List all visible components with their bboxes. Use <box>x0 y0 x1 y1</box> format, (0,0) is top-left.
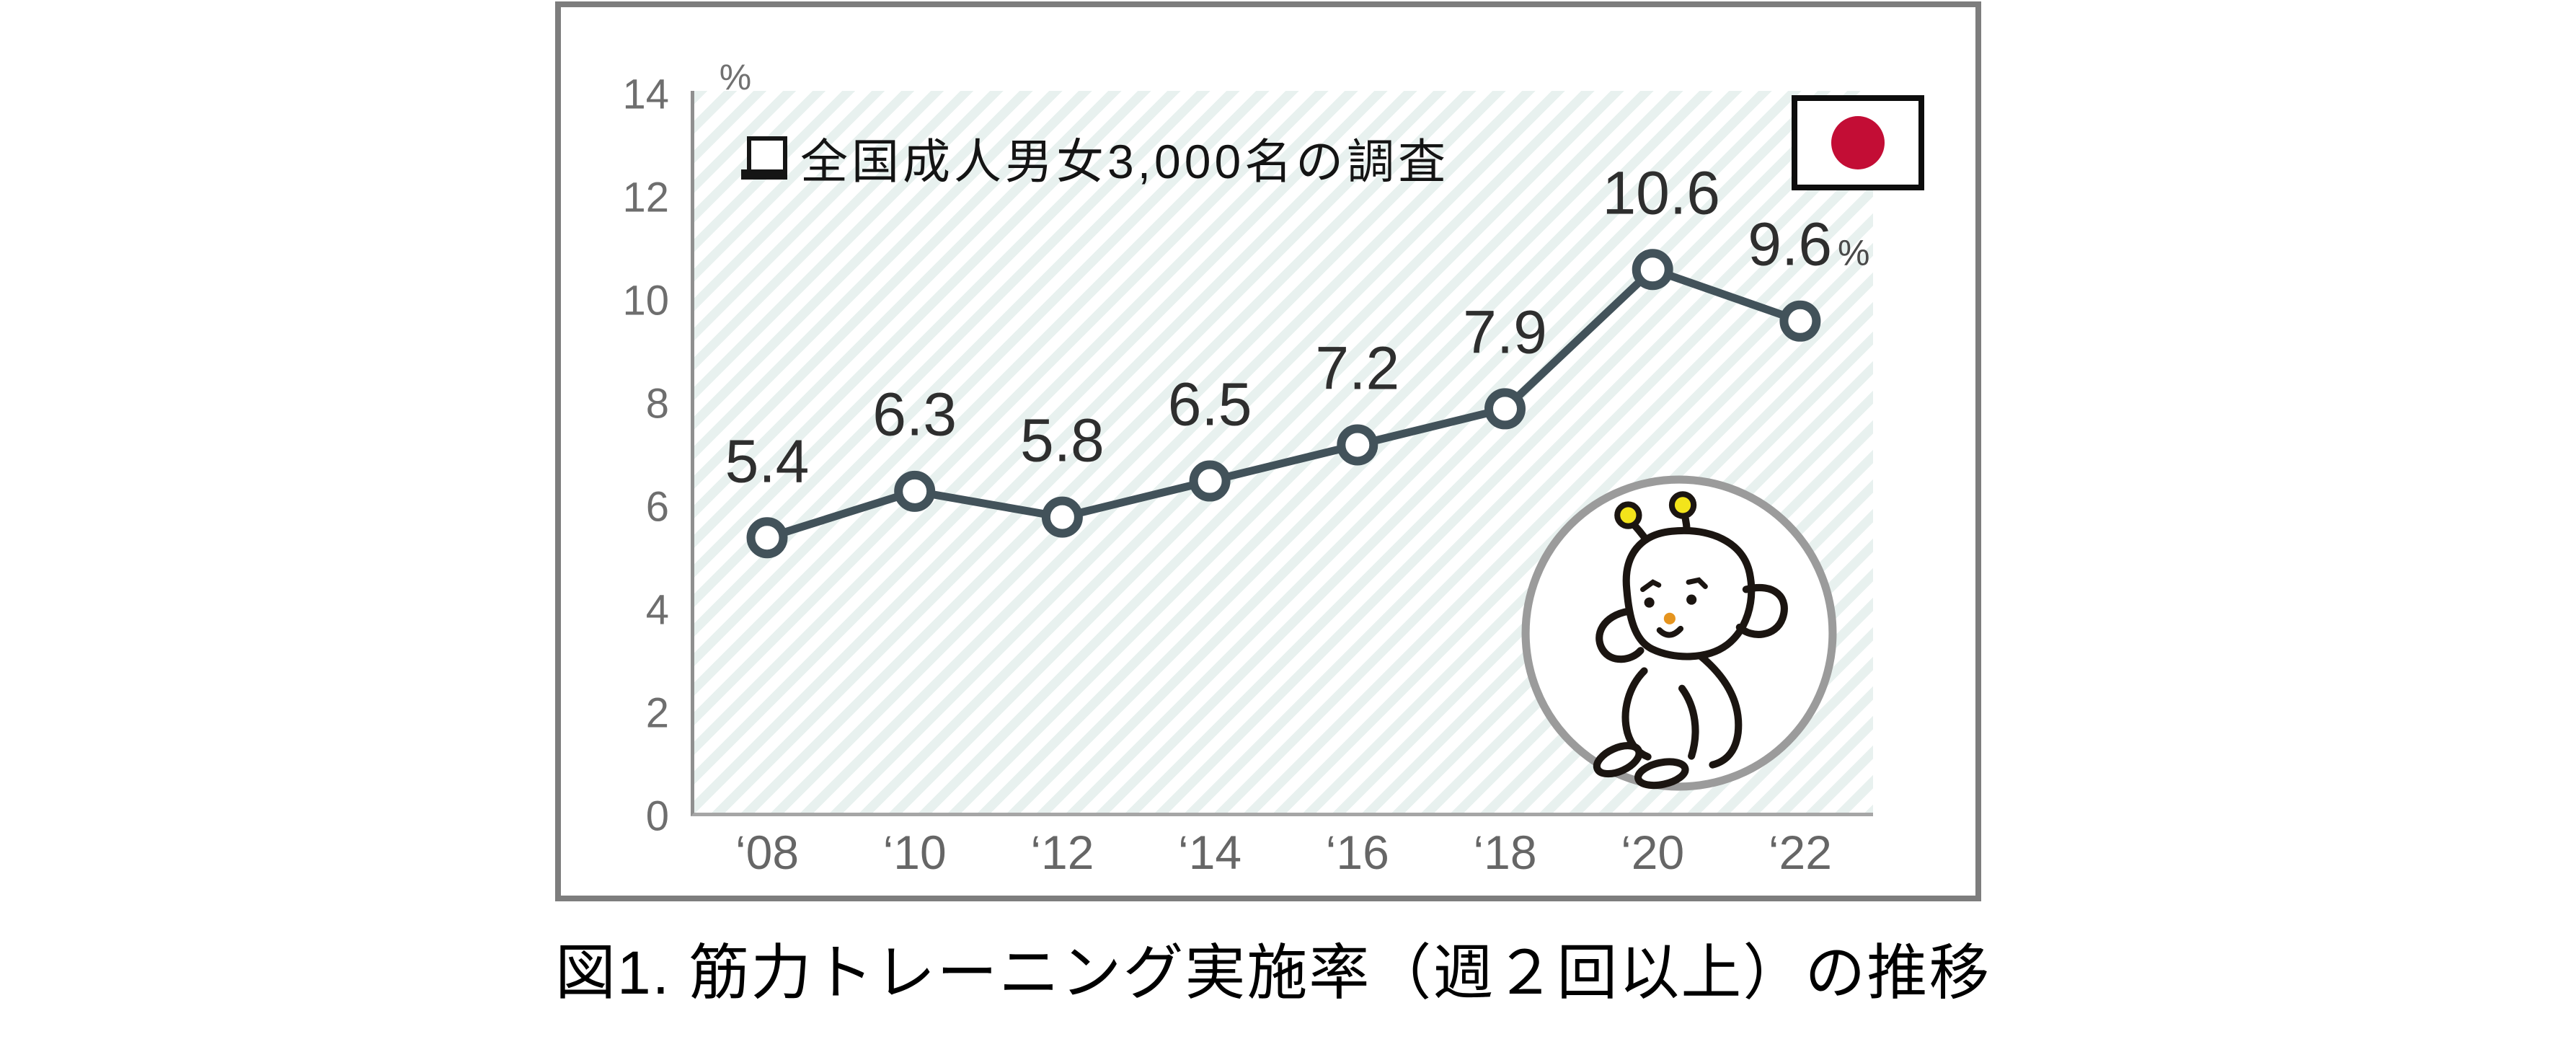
data-point-label: 10.6 <box>1602 159 1720 227</box>
data-point-label-unit: % <box>1838 232 1870 273</box>
x-tick-label: ‘22 <box>1768 826 1832 879</box>
figure-caption: 図1. 筋力トレーニング実施率（週２回以上）の推移 <box>555 939 1991 1007</box>
data-point-label: 9.6% <box>1748 210 1870 278</box>
mascot-antenna-ball-left <box>1614 501 1642 529</box>
mascot-arm-left <box>1595 607 1645 663</box>
data-point-marker <box>1189 460 1231 502</box>
mascot-antenna-ball-right <box>1668 491 1697 519</box>
mascot-eye-left <box>1644 597 1655 608</box>
mascot-nose <box>1663 612 1676 624</box>
data-point-marker <box>1337 424 1378 466</box>
data-point-label: 6.5 <box>1167 370 1252 438</box>
x-tick-label: ‘14 <box>1178 826 1242 879</box>
data-point-marker <box>1484 388 1526 430</box>
mascot-head <box>1622 526 1756 661</box>
data-point-marker <box>1779 300 1821 342</box>
japan-flag-sun <box>1831 116 1885 169</box>
y-tick-label: 2 <box>645 689 669 737</box>
y-tick-label: 12 <box>622 174 669 221</box>
mascot-shoe-right <box>1634 758 1689 790</box>
y-tick-label: 8 <box>645 380 669 428</box>
mascot-leg-inner <box>1678 684 1699 760</box>
data-point-label: 7.2 <box>1315 334 1400 402</box>
mascot-eyebrow-right <box>1686 577 1708 589</box>
data-point-label: 5.4 <box>725 427 810 495</box>
mascot-mouth <box>1656 625 1684 638</box>
x-tick-label: ‘08 <box>735 826 800 879</box>
line-series <box>746 249 1821 559</box>
survey-annotation: 全国成人男女3,000名の調査 <box>741 133 1449 188</box>
mascot-eyebrow-left <box>1640 579 1662 592</box>
y-tick-label: 6 <box>645 483 669 531</box>
survey-annotation-text: 全国成人男女3,000名の調査 <box>800 135 1450 188</box>
mascot-body <box>1697 653 1743 769</box>
data-point-label: 7.9 <box>1463 298 1547 366</box>
mascot-shoe-left <box>1593 742 1643 778</box>
mascot-eye-right <box>1686 594 1697 605</box>
y-tick-label: 10 <box>622 277 669 324</box>
x-tick-label: ‘10 <box>882 826 947 879</box>
checkbox-icon <box>741 136 787 180</box>
data-point-marker <box>894 470 936 512</box>
series-line <box>763 265 1805 542</box>
data-point-marker <box>746 517 788 559</box>
mascot-illustration <box>1521 475 1837 791</box>
y-tick-label: 4 <box>645 586 669 634</box>
x-tick-label: ‘18 <box>1473 826 1537 879</box>
japan-flag-icon <box>1792 95 1924 190</box>
y-axis-unit-label: % <box>719 57 752 97</box>
y-tick-label: 14 <box>622 71 669 118</box>
chart-panel: % 0 2 4 6 8 10 12 14 ‘08 ‘10 ‘12 ‘14 ‘16 ‘18 ‘20 ‘22 5… <box>555 1 1981 901</box>
x-tick-label: ‘20 <box>1621 826 1685 879</box>
x-tick-label: ‘16 <box>1325 826 1389 879</box>
data-point-label: 5.8 <box>1020 406 1105 474</box>
x-tick-label: ‘12 <box>1030 826 1094 879</box>
mascot-arm-right <box>1735 583 1788 638</box>
y-tick-label: 0 <box>645 792 669 840</box>
data-point-marker <box>1041 496 1083 538</box>
series-markers <box>746 249 1821 559</box>
data-point-label: 6.3 <box>872 380 957 449</box>
data-point-marker <box>1632 249 1673 291</box>
